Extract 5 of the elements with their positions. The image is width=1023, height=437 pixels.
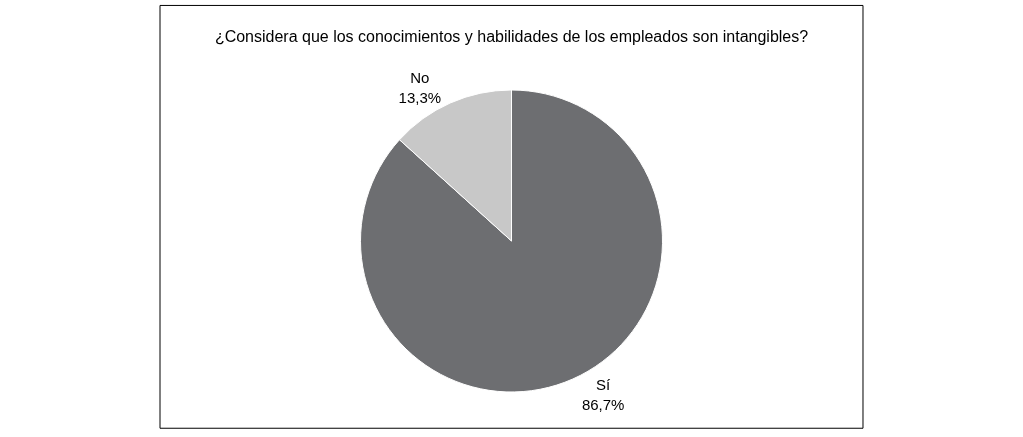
slice-label: Sí	[596, 376, 612, 393]
chart-title: ¿Considera que los conocimientos y habilidades de los empleados son intangibles?	[214, 27, 809, 45]
slice-label: No	[410, 69, 430, 87]
data-label: 13,3%	[398, 89, 442, 106]
data-label: 86,7%	[581, 395, 625, 413]
